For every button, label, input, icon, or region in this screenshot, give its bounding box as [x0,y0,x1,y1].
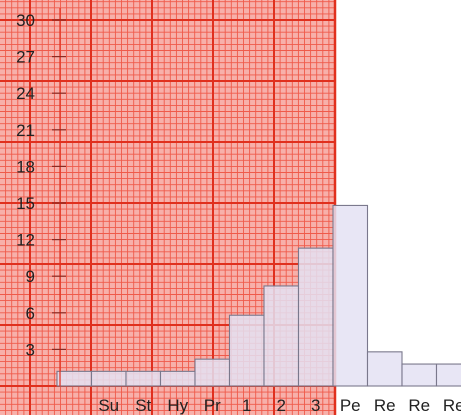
y-tick-label: 30 [16,11,35,30]
bar [401,363,438,387]
y-tick-label: 18 [16,157,35,176]
bar [297,247,334,387]
bar [263,285,300,387]
y-tick-label: 12 [16,231,35,250]
y-axis-ticks: 3 6 9 12 15 18 21 24 27 30 [16,8,66,386]
x-tick-label: Re [374,396,396,415]
bar [90,370,127,387]
x-tick-label: Pr [204,396,221,415]
x-tick-label: 3 [311,396,320,415]
x-tick-label: St [135,396,151,415]
y-tick-label: 6 [26,304,35,323]
y-tick-label: 15 [16,194,35,213]
bar [435,363,461,387]
x-tick-label: Pe [340,396,361,415]
x-tick-label: Re [408,396,430,415]
bar [56,370,93,387]
bars [56,204,461,387]
bar [159,370,196,387]
bar [332,204,369,387]
minor-grid [0,0,335,415]
bar [228,314,265,387]
bar [366,351,403,387]
y-tick-label: 27 [16,48,35,67]
y-tick-label: 9 [26,267,35,286]
bar [194,358,231,387]
bar [125,370,162,387]
y-tick-label: 21 [16,121,35,140]
x-tick-label: Re [443,396,461,415]
x-tick-label: 2 [277,396,286,415]
x-axis-ticks: Su St Hy Pr 1 2 3 Pe Re Re Re [98,396,461,415]
y-tick-label: 3 [26,340,35,359]
y-tick-label: 24 [16,84,35,103]
x-tick-label: 1 [242,396,251,415]
x-tick-label: Su [98,396,119,415]
x-tick-label: Hy [167,396,188,415]
